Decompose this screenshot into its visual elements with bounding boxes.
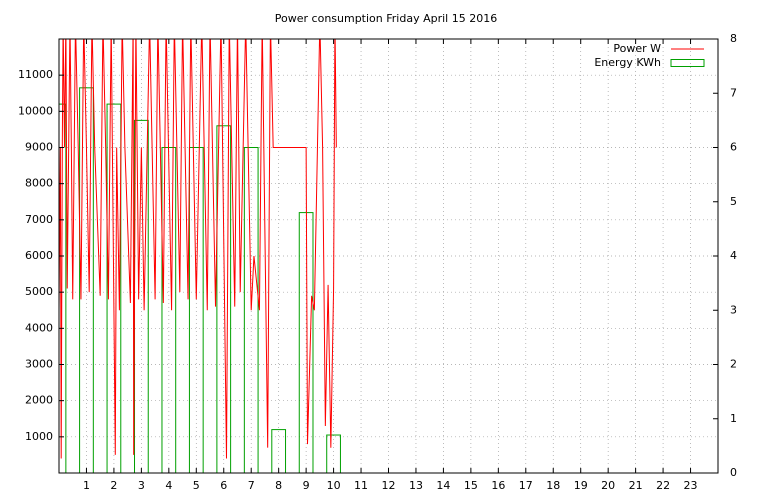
- x-tick-label: 4: [165, 479, 172, 492]
- y2-tick-label: 2: [730, 358, 737, 371]
- x-tick-label: 11: [354, 479, 368, 492]
- power-line: [59, 39, 337, 459]
- x-tick-label: 13: [409, 479, 423, 492]
- x-tick-label: 16: [491, 479, 505, 492]
- legend-label: Power W: [613, 42, 661, 55]
- x-tick-label: 18: [546, 479, 560, 492]
- y2-tick-label: 1: [730, 412, 737, 425]
- legend-swatch: [670, 59, 705, 67]
- x-tick-label: 17: [519, 479, 533, 492]
- y-tick-label: 4000: [25, 321, 53, 334]
- x-tick-label: 9: [303, 479, 310, 492]
- energy-box: [188, 147, 204, 473]
- energy-box: [271, 429, 287, 473]
- y-tick-label: 2000: [25, 394, 53, 407]
- y2-tick-label: 4: [730, 249, 737, 262]
- x-tick-label: 22: [656, 479, 670, 492]
- plot-area: [59, 39, 341, 473]
- y2-tick-label: 8: [730, 32, 737, 45]
- x-tick-label: 14: [436, 479, 450, 492]
- y-tick-label: 9000: [25, 141, 53, 154]
- x-tick-label: 20: [601, 479, 615, 492]
- x-tick-label: 19: [574, 479, 588, 492]
- x-tick-label: 1: [83, 479, 90, 492]
- x-tick-label: 12: [382, 479, 396, 492]
- x-tick-label: 10: [327, 479, 341, 492]
- y-tick-label: 10000: [18, 104, 53, 117]
- x-tick-label: 6: [220, 479, 227, 492]
- y-tick-label: 6000: [25, 249, 53, 262]
- y2-tick-label: 6: [730, 141, 737, 154]
- energy-box: [243, 147, 259, 473]
- x-tick-label: 23: [684, 479, 698, 492]
- x-tick-label: 15: [464, 479, 478, 492]
- y-tick-label: 7000: [25, 213, 53, 226]
- x-tick-label: 8: [275, 479, 282, 492]
- legend-label: Energy KWh: [594, 56, 661, 69]
- energy-box: [216, 125, 232, 473]
- y2-tick-label: 7: [730, 86, 737, 99]
- y-tick-label: 5000: [25, 285, 53, 298]
- x-tick-label: 2: [110, 479, 117, 492]
- y2-tick-label: 0: [730, 466, 737, 479]
- y2-tick-label: 5: [730, 195, 737, 208]
- y-tick-label: 11000: [18, 68, 53, 81]
- y2-tick-label: 3: [730, 303, 737, 316]
- x-tick-label: 7: [248, 479, 255, 492]
- y-tick-label: 8000: [25, 177, 53, 190]
- grid: [59, 39, 718, 473]
- chart-title: Power consumption Friday April 15 2016: [275, 12, 497, 25]
- x-tick-label: 21: [629, 479, 643, 492]
- y-tick-label: 1000: [25, 430, 53, 443]
- x-tick-label: 5: [193, 479, 200, 492]
- x-tick-label: 3: [138, 479, 145, 492]
- y-tick-label: 3000: [25, 358, 53, 371]
